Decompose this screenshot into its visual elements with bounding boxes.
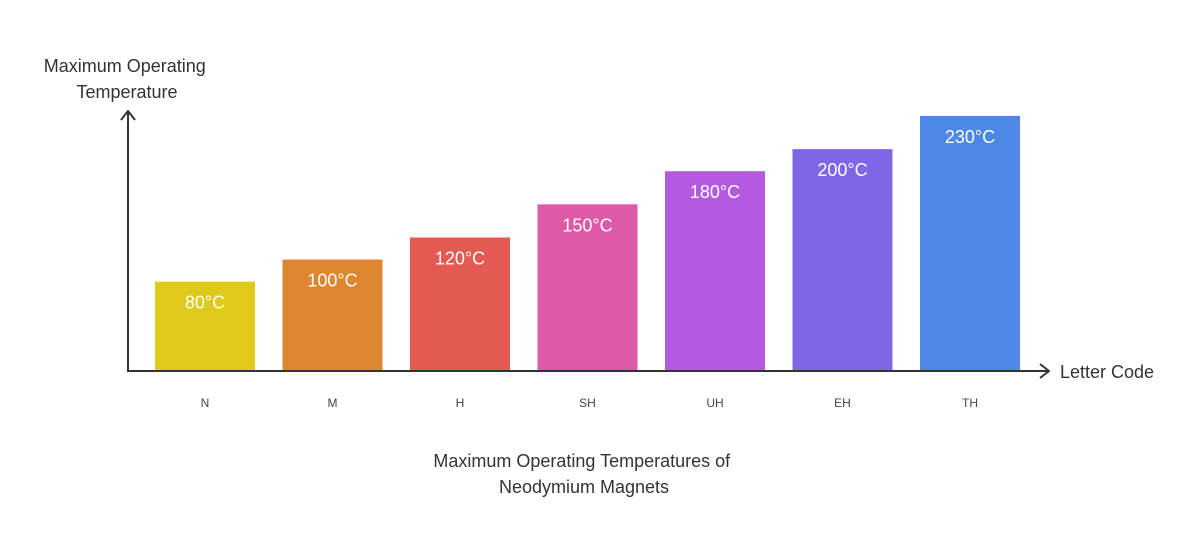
x-tick-label: SH — [579, 396, 596, 410]
chart-title: Maximum Operating Temperatures of Neodym… — [433, 451, 734, 497]
x-tick-label: EH — [834, 396, 851, 410]
y-axis-label: Maximum Operating Temperature — [44, 56, 211, 102]
bar-value-label: 180°C — [690, 182, 740, 202]
bar-uh — [665, 171, 765, 370]
x-tick-label: TH — [962, 396, 978, 410]
bar-value-label: 120°C — [435, 248, 485, 268]
bar-th — [920, 116, 1020, 370]
bar-eh — [792, 149, 893, 370]
bar-value-label: 200°C — [817, 160, 867, 180]
x-tick-label: UH — [706, 396, 723, 410]
bar-sh — [537, 204, 638, 370]
chart-title-line-2: Neodymium Magnets — [499, 477, 669, 497]
bar-value-label: 230°C — [945, 127, 995, 147]
bar-value-label: 100°C — [307, 271, 357, 291]
x-tick-label: M — [328, 396, 338, 410]
bars-group: 80°C N 100°C M 120°C H 150°C SH 180°C UH 200°C EH 23… — [155, 116, 1020, 410]
bar-h — [410, 237, 510, 370]
x-axis-label: Letter Code — [1060, 362, 1154, 382]
y-axis-label-line-1: Maximum Operating — [44, 56, 206, 76]
bar-value-label: 80°C — [185, 293, 225, 313]
bar-value-label: 150°C — [562, 215, 612, 235]
chart-title-line-1: Maximum Operating Temperatures of — [433, 451, 731, 471]
x-tick-label: N — [201, 396, 210, 410]
bar-m — [282, 259, 383, 370]
y-axis-label-line-2: Temperature — [76, 82, 177, 102]
y-axis-arrowhead — [120, 110, 136, 121]
x-tick-label: H — [456, 396, 465, 410]
x-axis-arrowhead — [1039, 363, 1050, 379]
bar-n — [155, 281, 255, 370]
